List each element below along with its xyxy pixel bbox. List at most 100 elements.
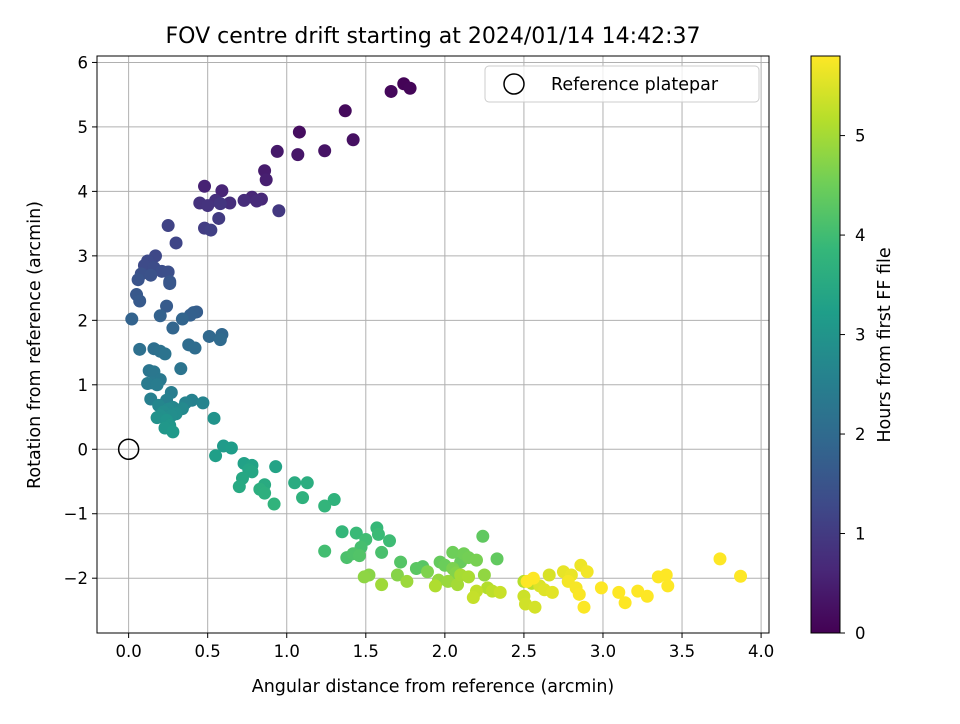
data-point	[490, 552, 504, 566]
legend-label: Reference platepar	[551, 75, 719, 95]
data-point	[144, 268, 158, 282]
data-point	[661, 579, 675, 593]
data-point	[292, 125, 306, 139]
x-axis-label: Angular distance from reference (arcmin)	[252, 677, 615, 697]
data-point	[188, 341, 202, 355]
data-point	[384, 84, 398, 98]
data-point	[580, 565, 594, 579]
x-axis-ticks: 0.0 0.5 1.0 1.5 2.0 2.5 3.0 3.5 4.0	[115, 633, 774, 661]
data-point	[213, 197, 227, 211]
colorbar-tick-label: 1	[855, 525, 866, 544]
data-point	[300, 476, 314, 490]
data-point	[346, 133, 360, 147]
data-point	[209, 449, 223, 463]
colorbar: 0 1 2 3 4 5 Hours from first FF file	[810, 55, 895, 643]
data-point	[640, 589, 654, 603]
data-point	[476, 529, 490, 543]
data-point	[375, 578, 389, 592]
legend: Reference platepar	[484, 65, 760, 103]
data-point	[349, 526, 363, 540]
data-point	[161, 219, 175, 233]
data-point	[375, 545, 389, 559]
data-point	[223, 196, 237, 210]
data-point	[327, 493, 341, 507]
legend-marker	[503, 73, 525, 95]
y-tick-label: 3	[78, 247, 89, 266]
data-point	[469, 553, 483, 567]
data-point	[198, 179, 212, 193]
data-point	[269, 460, 283, 474]
x-tick-label: 3.5	[669, 642, 695, 661]
data-point	[169, 236, 183, 250]
data-point	[160, 299, 174, 313]
data-point	[196, 396, 210, 410]
y-tick-label: 1	[78, 376, 89, 395]
x-tick-label: 1.0	[274, 642, 300, 661]
data-point	[390, 568, 404, 582]
data-point	[520, 574, 534, 588]
x-tick-label: 2.0	[432, 642, 458, 661]
data-point	[166, 425, 180, 439]
data-point	[420, 565, 434, 579]
data-point	[202, 329, 216, 343]
data-point	[542, 568, 556, 582]
colorbar-tick-label: 5	[855, 127, 866, 146]
data-point	[594, 581, 608, 595]
data-point	[267, 497, 281, 511]
data-point	[618, 596, 632, 610]
data-point	[528, 600, 542, 614]
data-point	[201, 199, 215, 213]
colorbar-tick-label: 0	[855, 624, 866, 643]
data-point	[352, 549, 366, 563]
chart-title: FOV centre drift starting at 2024/01/14 …	[166, 24, 701, 49]
data-point	[318, 144, 332, 158]
colorbar-tick-label: 3	[855, 326, 866, 345]
y-tick-label: −1	[64, 505, 88, 524]
y-axis-label: Rotation from reference (arcmin)	[25, 201, 45, 489]
data-point	[383, 534, 397, 548]
data-point	[318, 499, 332, 513]
data-point	[161, 265, 175, 279]
data-point	[477, 568, 491, 582]
y-tick-label: 6	[78, 53, 89, 72]
data-point	[272, 204, 286, 218]
data-point	[237, 193, 251, 207]
data-point	[493, 585, 507, 599]
data-point	[125, 312, 139, 326]
data-point	[403, 81, 417, 95]
data-point	[338, 104, 352, 118]
x-tick-label: 0.5	[195, 642, 221, 661]
legend-box	[484, 65, 760, 103]
data-point	[174, 362, 188, 376]
y-tick-label: 2	[78, 311, 89, 330]
data-point	[659, 568, 673, 582]
y-tick-label: 4	[78, 182, 89, 201]
reference-platepar-marker	[117, 438, 140, 461]
data-point	[259, 173, 273, 187]
data-point	[166, 321, 180, 335]
data-points	[125, 77, 748, 614]
data-point	[215, 184, 229, 198]
y-tick-label: 5	[78, 118, 89, 137]
data-point	[153, 309, 167, 323]
data-point	[291, 148, 305, 162]
colorbar-tick-label: 2	[855, 425, 866, 444]
data-point	[577, 600, 591, 614]
data-point	[318, 544, 332, 558]
data-point	[409, 562, 423, 576]
y-tick-label: 0	[78, 440, 89, 459]
data-point	[296, 491, 310, 505]
data-point	[612, 585, 626, 599]
data-point	[213, 333, 227, 347]
data-point	[207, 411, 221, 425]
data-point	[288, 476, 302, 490]
data-point	[357, 570, 371, 584]
data-point	[270, 144, 284, 158]
data-point	[158, 347, 172, 361]
data-point	[175, 312, 189, 326]
data-point	[572, 587, 586, 601]
data-point	[250, 194, 264, 208]
data-point	[713, 552, 727, 566]
